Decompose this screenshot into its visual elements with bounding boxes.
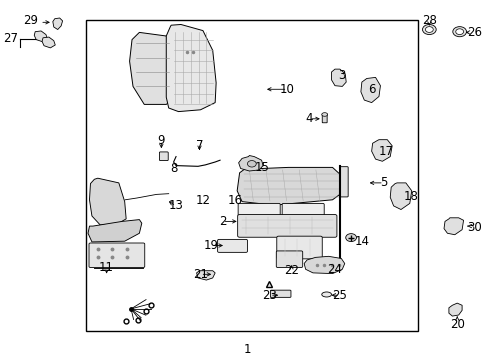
Ellipse shape bbox=[321, 292, 331, 297]
Text: 3: 3 bbox=[338, 69, 346, 82]
Text: 17: 17 bbox=[378, 145, 393, 158]
Text: 25: 25 bbox=[332, 289, 346, 302]
Polygon shape bbox=[42, 37, 55, 48]
FancyBboxPatch shape bbox=[282, 203, 324, 216]
Polygon shape bbox=[331, 69, 346, 86]
Polygon shape bbox=[304, 256, 344, 274]
Text: 30: 30 bbox=[466, 221, 481, 234]
Polygon shape bbox=[238, 156, 263, 171]
Text: 24: 24 bbox=[327, 263, 342, 276]
Ellipse shape bbox=[455, 29, 463, 35]
FancyBboxPatch shape bbox=[238, 203, 280, 216]
Text: 29: 29 bbox=[23, 14, 38, 27]
Ellipse shape bbox=[422, 24, 435, 35]
FancyBboxPatch shape bbox=[159, 152, 168, 161]
Text: 21: 21 bbox=[193, 268, 207, 281]
FancyBboxPatch shape bbox=[237, 215, 336, 237]
Text: 1: 1 bbox=[243, 343, 250, 356]
Polygon shape bbox=[34, 31, 47, 42]
Polygon shape bbox=[389, 183, 411, 210]
Ellipse shape bbox=[452, 27, 466, 37]
Text: 5: 5 bbox=[379, 176, 387, 189]
Text: 20: 20 bbox=[449, 318, 464, 330]
Text: 19: 19 bbox=[203, 239, 218, 252]
Polygon shape bbox=[53, 18, 62, 30]
Text: 10: 10 bbox=[280, 83, 294, 96]
Polygon shape bbox=[89, 178, 126, 225]
Text: 12: 12 bbox=[195, 194, 210, 207]
Text: 26: 26 bbox=[466, 26, 481, 39]
Polygon shape bbox=[371, 140, 391, 161]
Text: 4: 4 bbox=[305, 112, 312, 125]
Text: 13: 13 bbox=[168, 199, 183, 212]
Polygon shape bbox=[88, 220, 142, 242]
FancyBboxPatch shape bbox=[270, 290, 290, 297]
Polygon shape bbox=[196, 271, 215, 280]
FancyBboxPatch shape bbox=[276, 251, 302, 267]
FancyBboxPatch shape bbox=[217, 239, 247, 252]
Text: 14: 14 bbox=[354, 235, 368, 248]
Polygon shape bbox=[166, 24, 216, 112]
Polygon shape bbox=[360, 77, 380, 103]
Text: 15: 15 bbox=[254, 161, 268, 174]
FancyBboxPatch shape bbox=[276, 236, 322, 259]
FancyBboxPatch shape bbox=[322, 114, 326, 123]
Text: 7: 7 bbox=[195, 139, 203, 152]
FancyBboxPatch shape bbox=[89, 243, 144, 267]
Text: 16: 16 bbox=[227, 194, 242, 207]
Text: 22: 22 bbox=[284, 264, 298, 276]
Text: 9: 9 bbox=[157, 134, 165, 147]
Text: 8: 8 bbox=[169, 162, 177, 175]
Text: 6: 6 bbox=[367, 83, 375, 96]
Text: 28: 28 bbox=[421, 14, 436, 27]
Text: 2: 2 bbox=[218, 215, 226, 228]
Ellipse shape bbox=[425, 27, 432, 32]
Bar bbox=[85, 20, 417, 331]
Polygon shape bbox=[448, 303, 461, 316]
Ellipse shape bbox=[345, 234, 356, 242]
Text: 27: 27 bbox=[3, 32, 18, 45]
Polygon shape bbox=[129, 32, 176, 104]
Text: 18: 18 bbox=[403, 190, 417, 203]
Text: 11: 11 bbox=[99, 261, 114, 274]
Ellipse shape bbox=[321, 113, 327, 116]
Ellipse shape bbox=[247, 161, 256, 167]
Polygon shape bbox=[237, 167, 344, 205]
Text: 23: 23 bbox=[262, 289, 277, 302]
FancyBboxPatch shape bbox=[340, 167, 347, 197]
Polygon shape bbox=[443, 218, 463, 235]
